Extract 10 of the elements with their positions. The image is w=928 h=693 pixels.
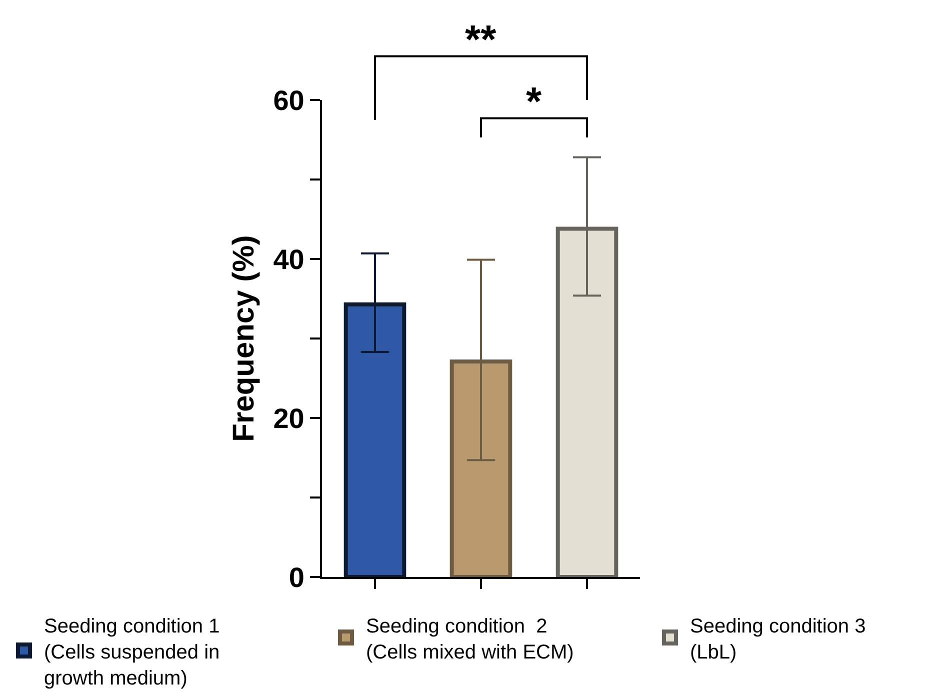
y-tick-label: 20 [273,402,304,434]
y-tick-label: 0 [288,562,304,593]
y-axis-title: Frequency (%) [228,235,261,442]
legend-label: Seeding condition 2 (Cells mixed with ECM) [366,615,574,664]
legend-label: Seeding condition 1 (Cells suspended in growth medium) [44,615,220,690]
y-tick-label: 60 [273,84,304,116]
y-tick-label: 40 [273,244,304,275]
text: ** [465,18,497,62]
legend-label: Seeding condition 3 (LbL) [690,615,866,664]
annotation: * [526,80,542,124]
